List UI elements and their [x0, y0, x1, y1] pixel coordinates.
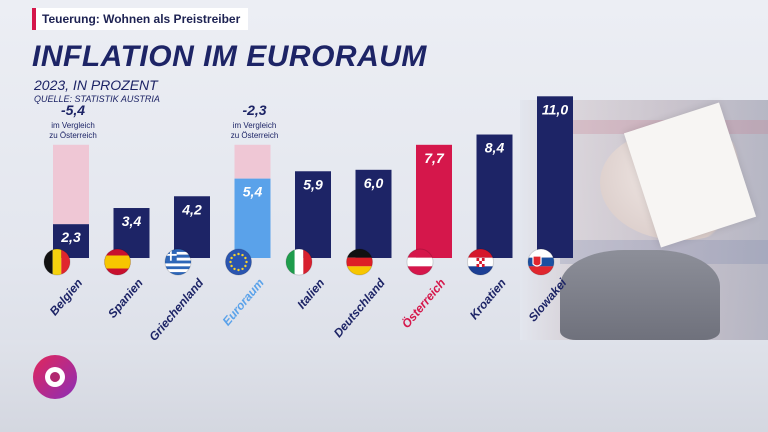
bottom-strip [0, 340, 768, 432]
chart-title: INFLATION IM EURORAUM [32, 40, 427, 73]
flag-austria-icon [406, 248, 434, 276]
data-label: 3,4 [122, 213, 142, 229]
bar-kroatien [476, 134, 513, 258]
data-label: 5,4 [243, 184, 263, 200]
bar-deutschland [355, 169, 392, 258]
flag-belgium-icon [43, 248, 71, 276]
flag-eu-icon [225, 248, 252, 276]
annotation-text: im Vergleich [233, 121, 277, 130]
bar-euroraum [234, 178, 271, 258]
reference-ghost-bar [234, 144, 271, 179]
reference-ghost-bar [53, 144, 89, 225]
bar-griechenland [174, 196, 210, 258]
annotation-value: -2,3 [242, 102, 266, 118]
topic-banner: Teuerung: Wohnen als Preistreiber [32, 8, 248, 30]
annotation-text: im Vergleich [51, 121, 95, 130]
annotation-text: zu Österreich [231, 131, 279, 140]
flag-greece-icon [164, 248, 192, 276]
bar-österreich [416, 144, 452, 258]
flag-spain-icon [104, 248, 131, 276]
annotation-text: zu Österreich [49, 131, 97, 140]
data-label: 11,0 [542, 101, 568, 117]
data-label: 6,0 [364, 175, 384, 191]
channel-logo-icon [33, 355, 77, 399]
data-label: 7,7 [424, 150, 445, 166]
flag-slovakia-icon [527, 248, 555, 276]
data-label: 8,4 [485, 140, 505, 156]
sleeve-decoration [560, 250, 720, 340]
data-label: 4,2 [181, 201, 202, 217]
category-label: Spanien [105, 276, 146, 321]
logo-center [50, 372, 60, 382]
category-label: Kroatien [467, 276, 509, 322]
annotation-value: -5,4 [61, 102, 85, 118]
bar-italien [295, 171, 331, 258]
category-label: Griechenland [146, 275, 206, 343]
flag-croatia-icon [467, 248, 494, 276]
category-label: Euroraum [220, 276, 267, 329]
category-label: Österreich [398, 275, 448, 331]
bar-slowakei [537, 96, 573, 258]
category-label: Deutschland [331, 275, 388, 340]
chart-subtitle: 2023, IN PROZENT [34, 77, 158, 93]
data-label: 5,9 [303, 176, 323, 192]
data-label: 2,3 [60, 229, 81, 245]
flag-italy-icon [285, 248, 313, 276]
category-label: Slowakei [526, 275, 570, 324]
chart-source: QUELLE: STATISTIK AUSTRIA [34, 94, 160, 104]
category-label: Belgien [47, 276, 86, 318]
flag-germany-icon [346, 248, 373, 276]
category-label: Italien [294, 276, 327, 312]
